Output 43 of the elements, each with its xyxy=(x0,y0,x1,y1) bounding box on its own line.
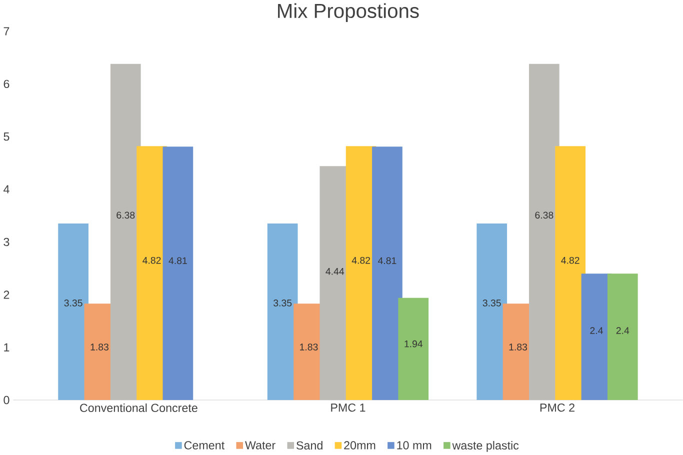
chart-title: Mix Propostions xyxy=(278,3,419,22)
data-label: 4.81 xyxy=(378,257,396,264)
data-label: 1.83 xyxy=(509,344,528,351)
y-tick-label: 2 xyxy=(4,290,10,299)
x-tick-label: PMC 2 xyxy=(540,404,574,412)
legend-label: 10 mm xyxy=(397,441,432,450)
bar xyxy=(267,224,298,400)
data-label: 6.38 xyxy=(535,212,554,219)
y-tick-label: 7 xyxy=(4,27,10,36)
bar xyxy=(555,146,586,400)
y-tick-label: 0 xyxy=(4,396,10,404)
data-label: 1.94 xyxy=(404,340,423,348)
legend-label: 20mm xyxy=(344,441,376,450)
bar xyxy=(162,146,194,400)
x-tick-label: Conventional Concrete xyxy=(80,404,198,412)
bar xyxy=(372,146,402,400)
data-label: 3.35 xyxy=(274,300,292,307)
bar xyxy=(607,274,638,400)
data-label: 4.81 xyxy=(168,257,187,264)
legend-label: Water xyxy=(245,441,276,450)
y-tick-label: 4 xyxy=(4,185,10,194)
data-label: 6.38 xyxy=(116,212,135,219)
data-label: 4.82 xyxy=(561,257,580,264)
data-label: 1.83 xyxy=(90,344,108,351)
x-tick-label: PMC 1 xyxy=(331,404,366,412)
bar xyxy=(398,298,429,400)
data-label: 4.82 xyxy=(142,257,161,264)
legend-label: waste plastic xyxy=(452,441,519,452)
y-tick-label: 5 xyxy=(4,132,10,141)
legend-label: Sand xyxy=(296,441,322,450)
bar xyxy=(476,224,508,400)
data-label: 2.4 xyxy=(590,327,603,334)
data-label: 3.35 xyxy=(482,300,501,307)
data-label: 4.44 xyxy=(326,268,344,275)
legend-label: Cement xyxy=(184,441,224,450)
bar xyxy=(58,224,88,400)
data-label: 2.4 xyxy=(616,327,630,334)
data-label: 1.83 xyxy=(300,344,318,351)
y-tick-label: 1 xyxy=(4,343,10,352)
data-label: 4.82 xyxy=(352,257,370,264)
y-tick-label: 3 xyxy=(4,238,10,246)
y-tick-label: 6 xyxy=(4,80,10,88)
data-label: 3.35 xyxy=(64,300,82,307)
